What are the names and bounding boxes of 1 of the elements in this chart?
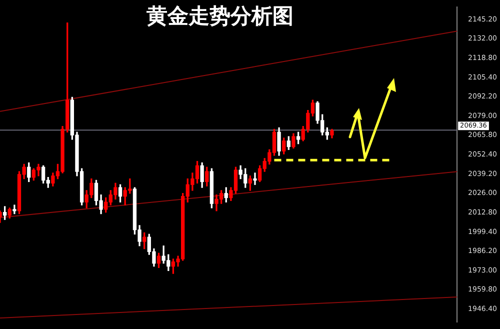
chart-title: 黄金走势分析图 [146, 3, 294, 30]
